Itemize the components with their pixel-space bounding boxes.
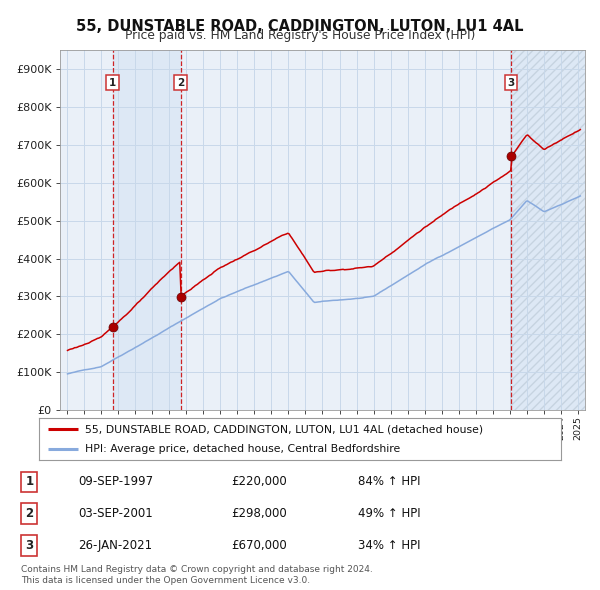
Text: 2: 2 — [25, 507, 34, 520]
Text: 1: 1 — [25, 476, 34, 489]
Bar — [511, 50, 587, 410]
Bar — [511, 50, 587, 410]
Text: 09-SEP-1997: 09-SEP-1997 — [78, 476, 154, 489]
Text: £670,000: £670,000 — [231, 539, 287, 552]
Text: 34% ↑ HPI: 34% ↑ HPI — [358, 539, 420, 552]
Text: 55, DUNSTABLE ROAD, CADDINGTON, LUTON, LU1 4AL: 55, DUNSTABLE ROAD, CADDINGTON, LUTON, L… — [76, 19, 524, 34]
Text: 1: 1 — [109, 77, 116, 87]
Text: 3: 3 — [25, 539, 34, 552]
Text: 26-JAN-2021: 26-JAN-2021 — [78, 539, 152, 552]
Bar — [113, 50, 181, 410]
Text: Contains HM Land Registry data © Crown copyright and database right 2024.: Contains HM Land Registry data © Crown c… — [21, 565, 373, 574]
Text: £220,000: £220,000 — [231, 476, 287, 489]
Text: 84% ↑ HPI: 84% ↑ HPI — [358, 476, 420, 489]
Text: 49% ↑ HPI: 49% ↑ HPI — [358, 507, 420, 520]
Text: 2: 2 — [177, 77, 184, 87]
Text: This data is licensed under the Open Government Licence v3.0.: This data is licensed under the Open Gov… — [21, 576, 310, 585]
Text: £298,000: £298,000 — [231, 507, 287, 520]
Text: 3: 3 — [508, 77, 515, 87]
Text: 03-SEP-2001: 03-SEP-2001 — [78, 507, 153, 520]
Text: Price paid vs. HM Land Registry's House Price Index (HPI): Price paid vs. HM Land Registry's House … — [125, 30, 475, 42]
Text: 55, DUNSTABLE ROAD, CADDINGTON, LUTON, LU1 4AL (detached house): 55, DUNSTABLE ROAD, CADDINGTON, LUTON, L… — [85, 424, 483, 434]
Text: HPI: Average price, detached house, Central Bedfordshire: HPI: Average price, detached house, Cent… — [85, 444, 400, 454]
